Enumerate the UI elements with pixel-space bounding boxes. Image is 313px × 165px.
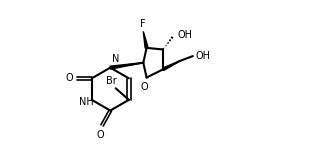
Text: O: O <box>65 73 73 83</box>
Polygon shape <box>162 61 180 70</box>
Text: OH: OH <box>195 51 210 61</box>
Polygon shape <box>110 63 143 69</box>
Text: O: O <box>140 82 148 92</box>
Text: N: N <box>112 54 119 64</box>
Text: O: O <box>97 130 104 140</box>
Text: F: F <box>141 19 146 29</box>
Text: OH: OH <box>178 30 193 40</box>
Text: NH: NH <box>80 97 94 107</box>
Polygon shape <box>143 31 148 48</box>
Text: Br: Br <box>106 76 117 86</box>
